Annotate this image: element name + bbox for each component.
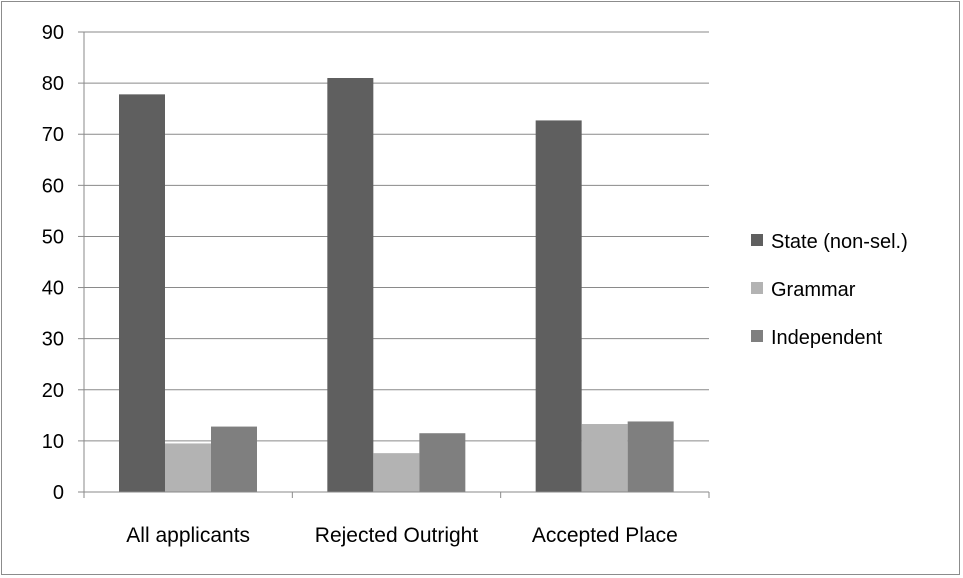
bar-independent-rejected-outright [419,433,466,492]
bar-independent-all-applicants [211,426,257,492]
legend-label: State (non-sel.) [771,231,908,253]
y-tick-label: 0 [53,482,64,504]
legend-label: Grammar [771,279,856,301]
legend-label: Independent [771,327,883,349]
bars [119,78,674,492]
legend: State (non-sel.) Grammar Independent [751,231,908,349]
y-tick-label: 70 [42,124,64,146]
bar-grammar-accepted-place [581,424,628,492]
y-tick-label: 10 [42,431,64,453]
legend-swatch [751,234,763,246]
y-tick-labels: 0 10 20 30 40 50 60 70 80 90 [42,22,64,504]
axes [78,31,710,498]
bar-state-non-sel-all-applicants [119,94,165,492]
y-tick-label: 30 [42,329,64,351]
bar-grammar-rejected-outright [373,453,420,492]
legend-swatch [751,330,763,342]
bar-grammar-all-applicants [165,443,211,492]
category-labels: All applicants Rejected Outright Accepted … [126,524,678,547]
bar-state-non-sel-rejected-outright [327,78,374,492]
y-tick-label: 50 [42,226,64,248]
y-tick-label: 90 [42,22,64,44]
bar-state-non-sel-accepted-place [535,120,582,492]
category-label: Rejected Outright [315,524,479,547]
y-tick-label: 40 [42,278,64,300]
category-label: All applicants [126,524,250,547]
y-tick-label: 60 [42,175,64,197]
gridlines [84,31,709,442]
y-tick-label: 20 [42,380,64,402]
legend-swatch [751,282,763,294]
bar-independent-accepted-place [627,421,674,492]
y-tick-label: 80 [42,73,64,95]
category-label: Accepted Place [532,524,678,547]
